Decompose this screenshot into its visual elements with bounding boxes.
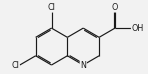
Text: O: O (112, 3, 118, 12)
Text: N: N (80, 61, 86, 69)
Text: OH: OH (132, 24, 144, 33)
Text: Cl: Cl (11, 61, 19, 69)
Text: Cl: Cl (48, 3, 56, 12)
